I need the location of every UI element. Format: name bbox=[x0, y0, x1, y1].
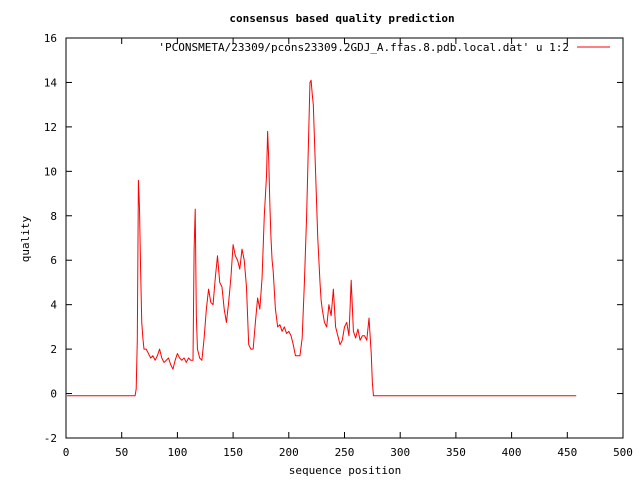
x-tick-label: 0 bbox=[63, 446, 70, 459]
y-tick-label: 12 bbox=[44, 121, 57, 134]
y-tick-label: 14 bbox=[44, 76, 58, 89]
y-axis-label: quality bbox=[19, 215, 32, 262]
y-tick-label: 8 bbox=[50, 210, 57, 223]
plot-frame bbox=[65, 37, 624, 439]
y-tick-label: 4 bbox=[50, 299, 57, 312]
x-tick-label: 150 bbox=[223, 446, 243, 459]
y-tick-label: 6 bbox=[50, 254, 57, 267]
x-tick-label: 500 bbox=[613, 446, 633, 459]
y-tick-label: 0 bbox=[50, 388, 57, 401]
x-axis-label: sequence position bbox=[289, 464, 402, 477]
x-tick-label: 350 bbox=[446, 446, 466, 459]
axis-ticks: 0 50 100 150 200 250 300 350 400 450 500 -2 0 2 4 6 8 10 1… bbox=[44, 32, 633, 459]
chart-title: consensus based quality prediction bbox=[229, 12, 454, 25]
x-tick-label: 100 bbox=[167, 446, 187, 459]
x-tick-label: 250 bbox=[335, 446, 355, 459]
x-tick-label: 50 bbox=[115, 446, 128, 459]
x-tick-label: 300 bbox=[390, 446, 410, 459]
series-line-0 bbox=[67, 79, 577, 397]
legend-label: 'PCONSMETA/23309/pcons23309.2GDJ_A.ffas.… bbox=[158, 41, 569, 54]
y-tick-label: 10 bbox=[44, 165, 57, 178]
x-tick-label: 200 bbox=[279, 446, 299, 459]
y-tick-label: -2 bbox=[44, 432, 57, 445]
x-tick-label: 400 bbox=[502, 446, 522, 459]
y-tick-label: 16 bbox=[44, 32, 57, 45]
x-tick-label: 450 bbox=[557, 446, 577, 459]
y-tick-label: 2 bbox=[50, 343, 57, 356]
series-group bbox=[67, 79, 577, 397]
legend: 'PCONSMETA/23309/pcons23309.2GDJ_A.ffas.… bbox=[158, 41, 610, 54]
